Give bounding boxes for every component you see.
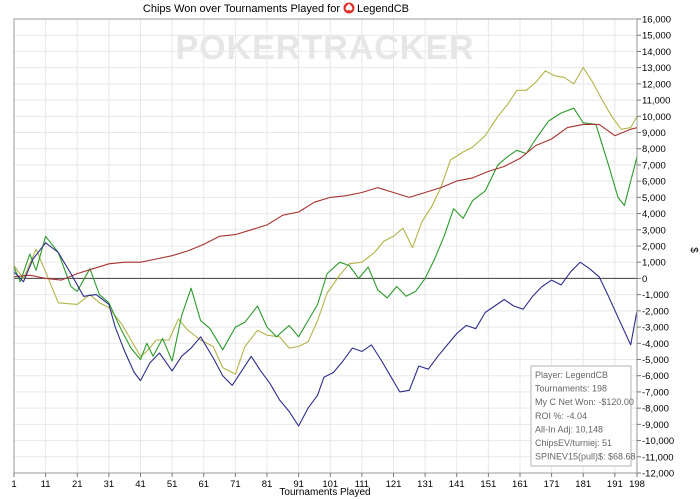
- y-tick-label: 0: [642, 274, 647, 285]
- y-tick-label: 4,000: [642, 209, 666, 220]
- y-tick-label: 1,000: [642, 258, 666, 269]
- stats-line: SPINEV15(pull)$: $68.68: [535, 452, 636, 462]
- y-tick-label: -10,000: [642, 436, 674, 447]
- x-tick-label: 1: [11, 479, 16, 490]
- x-tick-label: 131: [417, 479, 433, 490]
- chart-title-group: Chips Won over Tournaments Played for Le…: [143, 2, 409, 15]
- x-tick-label: 198: [629, 479, 645, 490]
- series-lines: [13, 67, 638, 427]
- y-tick-label: -8,000: [642, 404, 669, 415]
- x-tick-label: 181: [575, 479, 591, 490]
- x-tick-label: 31: [104, 479, 115, 490]
- series-line-2: [13, 107, 638, 362]
- x-tick-label: 61: [198, 479, 209, 490]
- series-line-3: [13, 123, 638, 281]
- y-tick-label: 2,000: [642, 242, 666, 253]
- y-tick-label: -11,000: [642, 452, 674, 463]
- y-tick-label: 15,000: [642, 31, 671, 42]
- stats-line: ROI %: -4.04: [535, 411, 587, 421]
- stats-line: All-In Adj: 10,148: [535, 424, 603, 434]
- y-tick-label: 5,000: [642, 193, 666, 204]
- x-axis-label: Tournaments Played: [279, 487, 370, 498]
- pokerstars-spade-icon: [343, 2, 355, 14]
- y-axis-ticks: 16,000 15,000 14,000 13,000 12,000 11,000 10,0…: [637, 15, 674, 480]
- y-tick-label: 14,000: [642, 47, 671, 58]
- stats-line: My C Net Won: -$120.00: [535, 397, 634, 407]
- x-tick-label: 101: [322, 479, 338, 490]
- y-tick-label: 3,000: [642, 225, 666, 236]
- stats-box-frame: [530, 365, 632, 467]
- x-tick-label: 91: [293, 479, 304, 490]
- x-tick-label: 161: [512, 479, 528, 490]
- y-tick-label: 6,000: [642, 177, 666, 188]
- y-tick-label: 8,000: [642, 144, 666, 155]
- y-tick-label: 9,000: [642, 128, 666, 139]
- y-tick-label: 10,000: [642, 112, 671, 123]
- y-tick-label: -12,000: [642, 469, 674, 480]
- y-axis-label: $: [688, 247, 699, 253]
- x-tick-label: 141: [449, 479, 465, 490]
- x-tick-label: 191: [607, 479, 623, 490]
- y-tick-label: -6,000: [642, 371, 669, 382]
- pokertracker-watermark: POKERTRACKER: [175, 29, 474, 67]
- x-tick-label: 111: [355, 479, 369, 490]
- stats-line: Player: LegendCB: [535, 370, 608, 380]
- stats-box: Player: LegendCB Tournaments: 198 My C Net…: [530, 365, 636, 467]
- y-tick-label: -1,000: [642, 290, 669, 301]
- x-tick-label: 121: [386, 479, 402, 490]
- y-tick-label: 11,000: [642, 96, 670, 107]
- x-tick-label: 51: [167, 479, 178, 490]
- x-tick-label: 11: [41, 479, 51, 490]
- y-tick-label: 16,000: [642, 15, 671, 26]
- y-tick-label: -2,000: [642, 306, 669, 317]
- x-axis-ticks: 1 11 21 31 41 51 61 71 81 91 101 111 121 131 141 151 161…: [11, 473, 645, 490]
- x-tick-label: 21: [72, 479, 83, 490]
- stats-line: Tournaments: 198: [535, 384, 607, 394]
- series-line-1: [13, 67, 638, 375]
- chart-title-player-name: LegendCB: [357, 3, 409, 15]
- y-tick-label: -3,000: [642, 323, 669, 334]
- y-tick-label: -7,000: [642, 387, 669, 398]
- y-tick-label: 13,000: [642, 63, 671, 74]
- y-tick-label: 12,000: [642, 79, 671, 90]
- x-tick-label: 151: [480, 479, 496, 490]
- series-line-4: [13, 242, 638, 427]
- y-tick-label: -4,000: [642, 339, 669, 350]
- x-tick-label: 71: [230, 479, 241, 490]
- x-tick-label: 81: [262, 479, 273, 490]
- y-tick-label: -5,000: [642, 355, 669, 366]
- y-tick-label: 7,000: [642, 160, 666, 171]
- x-tick-label: 41: [135, 479, 146, 490]
- x-tick-label: 171: [544, 479, 560, 490]
- stats-line: ChipsEV/turniej: 51: [535, 438, 612, 448]
- y-tick-label: -9,000: [642, 420, 669, 431]
- chart-title: Chips Won over Tournaments Played for: [143, 3, 340, 15]
